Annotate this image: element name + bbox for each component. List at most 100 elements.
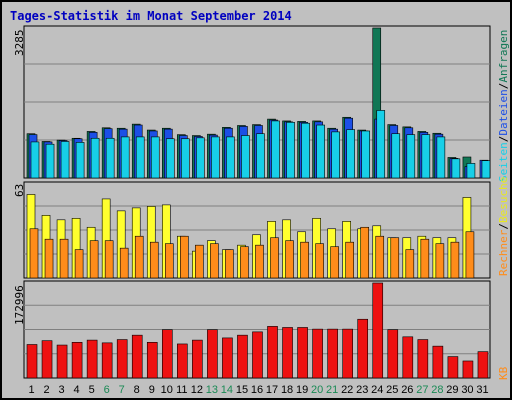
bar-kb-29 (447, 356, 459, 379)
bar-seiten-4 (75, 142, 85, 179)
day-label-16: 16 (251, 384, 263, 396)
bar-rechner-5 (89, 240, 99, 279)
bar-seiten-15 (241, 135, 250, 179)
bar-seiten-24 (376, 110, 386, 179)
bar-rechner-2 (44, 238, 54, 279)
chart-title: Tages-Statistik im Monat September 2014 (10, 9, 292, 23)
day-label-12: 12 (191, 384, 203, 396)
bar-seiten-22 (346, 129, 355, 179)
day-label-18: 18 (281, 384, 293, 396)
day-label-22: 22 (341, 384, 353, 396)
bar-rechner-6 (104, 240, 114, 279)
bar-seiten-26 (406, 134, 416, 179)
bar-seiten-30 (466, 163, 476, 179)
bar-seiten-25 (391, 133, 401, 179)
bar-rechner-7 (119, 247, 129, 279)
bar-rechner-11 (180, 235, 189, 279)
bar-rechner-23 (360, 226, 370, 279)
day-label-1: 1 (28, 384, 34, 396)
bar-rechner-29 (450, 241, 460, 279)
day-label-30: 30 (461, 384, 473, 396)
bar-rechner-14 (225, 249, 234, 279)
day-label-28: 28 (431, 384, 443, 396)
day-label-11: 11 (176, 384, 187, 396)
bar-kb-27 (417, 339, 429, 379)
bar-rechner-22 (345, 241, 354, 279)
bar-rechner-13 (210, 243, 219, 279)
bar-kb-13 (207, 329, 218, 379)
day-label-29: 29 (446, 384, 458, 396)
bar-kb-18 (282, 327, 293, 379)
bar-seiten-29 (451, 158, 461, 179)
bar-rechner-21 (330, 246, 339, 279)
bar-kb-30 (462, 360, 474, 379)
bar-seiten-21 (331, 131, 340, 179)
bar-seiten-19 (301, 122, 310, 179)
bar-rechner-30 (465, 231, 475, 279)
bar-rechner-16 (255, 244, 264, 279)
day-label-19: 19 (296, 384, 308, 396)
bar-seiten-6 (105, 137, 115, 179)
bar-kb-21 (327, 328, 338, 379)
day-label-15: 15 (236, 384, 248, 396)
bar-kb-31 (477, 351, 489, 379)
bar-kb-5 (86, 339, 98, 379)
bar-rechner-25 (390, 237, 400, 279)
bar-seiten-9 (150, 136, 160, 179)
bar-kb-7 (116, 339, 128, 379)
bar-kb-15 (237, 334, 248, 379)
bar-kb-11 (177, 343, 188, 379)
day-label-13: 13 (206, 384, 218, 396)
bar-rechner-20 (315, 243, 324, 279)
bar-rechner-17 (270, 237, 279, 279)
bar-rechner-8 (134, 235, 144, 279)
bar-rechner-4 (74, 249, 84, 279)
day-label-3: 3 (59, 384, 65, 396)
day-label-9: 9 (149, 384, 155, 396)
bar-kb-14 (222, 337, 233, 379)
bar-kb-4 (71, 342, 83, 379)
bar-rechner-24 (375, 235, 385, 279)
bar-rechner-3 (59, 238, 69, 279)
bar-kb-28 (432, 345, 444, 379)
day-label-5: 5 (89, 384, 95, 396)
bar-kb-3 (56, 344, 68, 379)
bar-kb-19 (297, 327, 308, 379)
bar-kb-16 (252, 331, 263, 379)
bar-seiten-10 (165, 138, 175, 179)
day-label-10: 10 (161, 384, 173, 396)
bar-kb-8 (131, 334, 143, 379)
bar-rechner-15 (240, 246, 249, 279)
day-label-20: 20 (311, 384, 323, 396)
bar-seiten-23 (361, 130, 371, 179)
bar-rechner-19 (300, 241, 309, 279)
bar-seiten-14 (226, 136, 235, 179)
day-label-26: 26 (401, 384, 413, 396)
bar-kb-2 (41, 340, 53, 379)
bar-seiten-3 (60, 141, 70, 179)
bar-kb-1 (26, 344, 38, 379)
bar-seiten-5 (90, 137, 100, 179)
bar-kb-6 (101, 342, 113, 379)
day-label-24: 24 (371, 384, 383, 396)
bar-seiten-11 (181, 138, 190, 179)
bar-seiten-12 (196, 137, 205, 179)
day-label-6: 6 (104, 384, 110, 396)
bar-kb-17 (267, 326, 278, 379)
day-label-2: 2 (43, 384, 49, 396)
bar-seiten-8 (135, 136, 145, 179)
bar-kb-10 (161, 329, 173, 379)
bar-kb-25 (387, 329, 399, 379)
bar-kb-24 (372, 282, 384, 379)
bar-seiten-18 (286, 121, 295, 179)
day-label-8: 8 (134, 384, 140, 396)
bar-seiten-17 (271, 120, 280, 179)
day-label-17: 17 (266, 384, 278, 396)
day-label-14: 14 (221, 384, 233, 396)
bar-seiten-28 (436, 136, 446, 179)
bar-rechner-27 (420, 238, 430, 279)
bar-seiten-1 (30, 141, 40, 179)
day-label-25: 25 (386, 384, 398, 396)
